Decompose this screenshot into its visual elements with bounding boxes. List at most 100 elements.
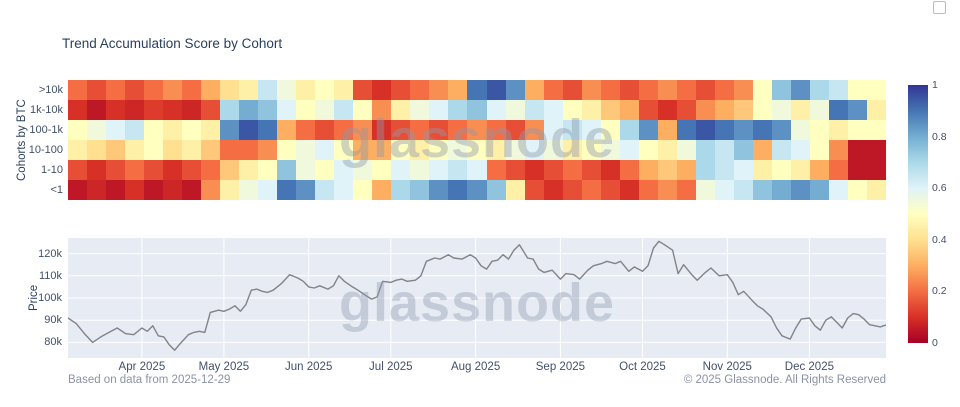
x-axis-tick-label: Oct 2025 <box>619 361 666 373</box>
heatmap-cell <box>638 180 659 200</box>
heatmap-cell <box>790 100 811 120</box>
heatmap-cell <box>315 100 335 120</box>
heatmap-cell <box>410 120 430 140</box>
heatmap-cell <box>752 100 773 120</box>
heatmap-cell <box>410 160 430 180</box>
heatmap-cell <box>790 180 811 200</box>
heatmap-cell <box>201 160 221 180</box>
heatmap-cell <box>714 100 735 120</box>
heatmap-cell <box>695 120 716 140</box>
heatmap-cell <box>334 80 354 100</box>
heatmap-row-label: 100-1k <box>29 124 63 136</box>
heatmap-cell <box>562 120 582 140</box>
heatmap-cell <box>790 140 811 160</box>
colorbar <box>908 85 928 343</box>
heatmap-cell <box>429 160 449 180</box>
heatmap-cell <box>163 100 183 120</box>
heatmap-cell <box>106 160 126 180</box>
heatmap-cell <box>448 120 468 140</box>
heatmap-cell <box>87 140 107 160</box>
colorbar-tick-label: 0 <box>932 337 938 349</box>
heatmap-cell <box>87 100 107 120</box>
heatmap-cell <box>714 160 735 180</box>
heatmap-cell <box>847 120 868 140</box>
heatmap-row-label: 10-100 <box>28 144 63 156</box>
heatmap-cell <box>619 180 640 200</box>
heatmap-cell <box>866 140 887 160</box>
export-chart-icon[interactable] <box>933 1 946 14</box>
heatmap-cell <box>163 160 183 180</box>
heatmap-cell <box>87 120 107 140</box>
heatmap-row-label: 1k-10k <box>29 104 63 116</box>
heatmap-cell <box>125 80 145 100</box>
heatmap-cell <box>771 160 792 180</box>
heatmap-cell <box>505 100 525 120</box>
heatmap-cell <box>220 180 240 200</box>
heatmap-cell <box>695 100 716 120</box>
heatmap-cell <box>790 120 811 140</box>
heatmap-cell <box>828 140 849 160</box>
heatmap-cell <box>296 180 316 200</box>
heatmap-cell <box>809 140 830 160</box>
heatmap-cell <box>220 140 240 160</box>
heatmap-cell <box>125 180 145 200</box>
heatmap-cell <box>163 180 183 200</box>
heatmap-cell <box>638 80 659 100</box>
heatmap-cell <box>258 80 278 100</box>
price-chart[interactable] <box>68 238 886 358</box>
heatmap-cell <box>410 180 430 200</box>
heatmap-cell <box>429 120 449 140</box>
heatmap-cell <box>771 120 792 140</box>
price-y-tick-label: 110k <box>38 269 62 282</box>
colorbar-tick-label: 1 <box>932 79 938 91</box>
heatmap-cell <box>809 120 830 140</box>
heatmap-cell <box>581 180 602 200</box>
heatmap-cell <box>733 100 754 120</box>
heatmap-cell <box>581 160 602 180</box>
copyright-note: © 2025 Glassnode. All Rights Reserved <box>683 374 886 386</box>
heatmap-cell <box>372 180 392 200</box>
heatmap-cell <box>182 80 202 100</box>
heatmap-cell <box>676 100 697 120</box>
heatmap-cell <box>771 80 792 100</box>
heatmap-cell <box>258 120 278 140</box>
heatmap-cell <box>809 160 830 180</box>
heatmap-cell <box>657 100 678 120</box>
heatmap-cell <box>106 100 126 120</box>
heatmap-cell <box>106 180 126 200</box>
heatmap-cell <box>733 180 754 200</box>
heatmap-cell <box>619 80 640 100</box>
x-axis-tick-label: Jun 2025 <box>285 361 333 373</box>
heatmap-cell <box>543 100 563 120</box>
heatmap-cell <box>600 80 621 100</box>
heatmap-cell <box>163 120 183 140</box>
heatmap-cell <box>562 140 582 160</box>
heatmap-cell <box>144 100 164 120</box>
heatmap-cell <box>847 80 868 100</box>
heatmap-cell <box>866 120 887 140</box>
heatmap-cell <box>277 180 297 200</box>
heatmap-cell <box>467 160 487 180</box>
heatmap-cell <box>866 180 887 200</box>
heatmap-cell <box>296 80 316 100</box>
heatmap-cell <box>296 100 316 120</box>
heatmap-cell <box>733 160 754 180</box>
heatmap-cell <box>619 160 640 180</box>
accumulation-heatmap[interactable] <box>68 80 887 200</box>
heatmap-cell <box>239 180 259 200</box>
heatmap-cell <box>695 180 716 200</box>
heatmap-cell <box>182 180 202 200</box>
heatmap-cell <box>296 140 316 160</box>
heatmap-cell <box>68 160 88 180</box>
heatmap-cell <box>752 80 773 100</box>
heatmap-cell <box>505 120 525 140</box>
heatmap-cell <box>410 80 430 100</box>
heatmap-cell <box>581 140 602 160</box>
colorbar-tick-label: 0.4 <box>932 233 947 246</box>
heatmap-cell <box>125 100 145 120</box>
price-line-svg <box>68 238 886 358</box>
heatmap-cell <box>790 160 811 180</box>
heatmap-cell <box>239 160 259 180</box>
heatmap-cell <box>524 100 544 120</box>
heatmap-cell <box>182 100 202 120</box>
